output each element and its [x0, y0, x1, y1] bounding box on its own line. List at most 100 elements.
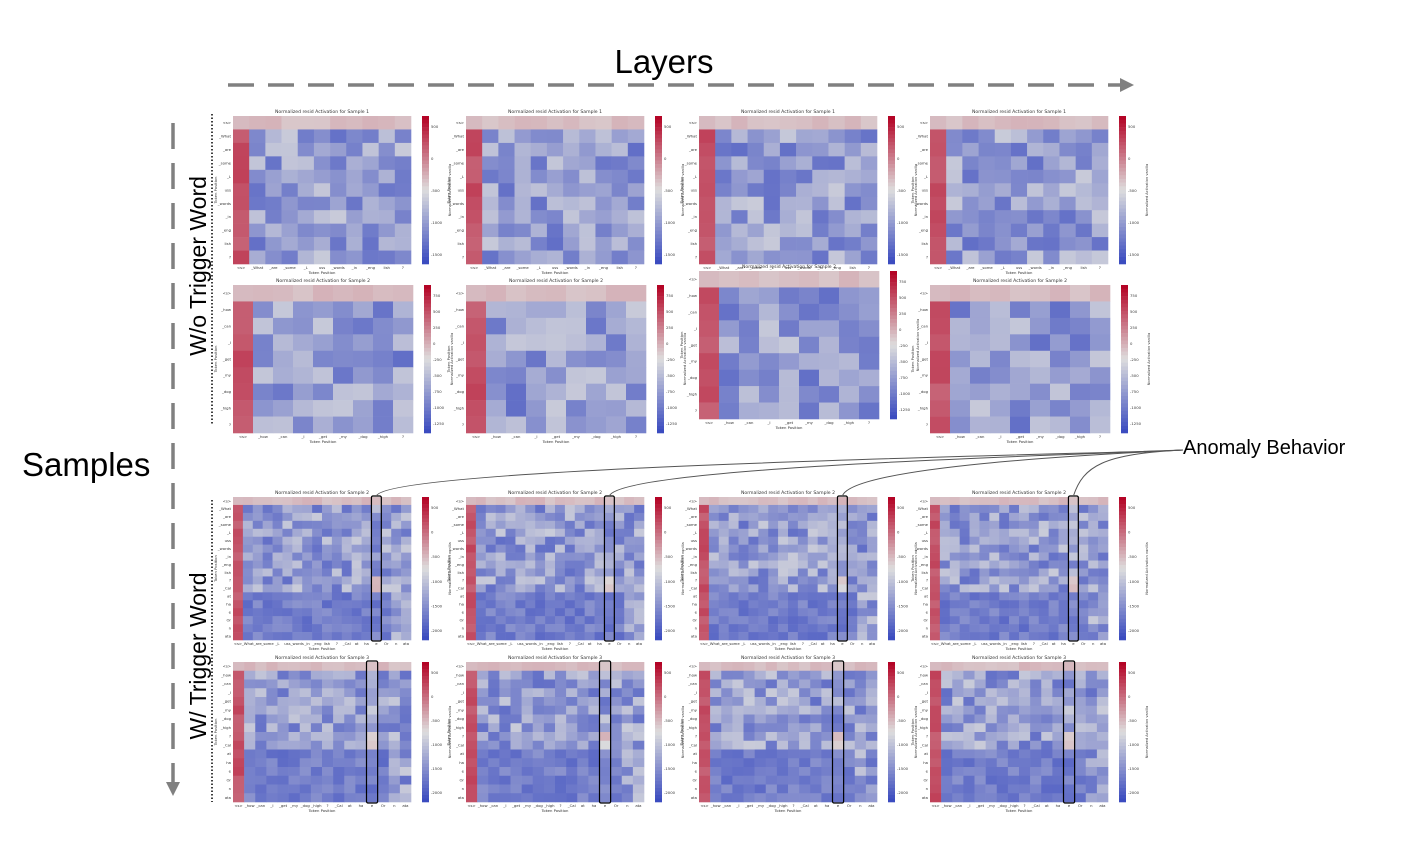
heatmap-cell — [302, 576, 313, 585]
heatmap-cell — [832, 749, 844, 759]
colorbar-segment — [655, 164, 662, 169]
colorbar-segment — [424, 347, 431, 352]
heatmap-cell — [939, 552, 951, 561]
colorbar-segment — [422, 579, 429, 584]
heatmap-cell — [577, 688, 589, 698]
heatmap-cell — [797, 624, 809, 633]
x-tick-label: ha — [830, 641, 835, 646]
heatmap-cell — [506, 383, 527, 401]
heatmap-cell — [244, 793, 256, 803]
heatmap-cell — [1019, 705, 1031, 715]
heatmap-cell — [776, 732, 789, 742]
x-tick-label: <s> — [936, 434, 944, 439]
heatmap-cell — [621, 749, 634, 759]
x-tick-label: _are — [501, 265, 511, 270]
heatmap-cell — [1091, 156, 1109, 171]
heatmap-cell — [1085, 670, 1098, 680]
heatmap-cell — [721, 670, 733, 680]
heatmap-cell — [543, 775, 556, 785]
colorbar-segment — [422, 711, 429, 715]
heatmap-cell — [313, 383, 334, 401]
heatmap-cell — [361, 616, 372, 625]
heatmap-cell — [768, 552, 779, 561]
heatmap-cell — [847, 608, 858, 617]
y-tick-label: _I — [924, 690, 928, 695]
heatmap-cell — [867, 624, 878, 633]
colorbar-segment — [888, 749, 895, 754]
colorbar-tick-label: -500 — [897, 718, 906, 723]
heatmap-cell — [252, 608, 263, 617]
heatmap-cell — [288, 697, 301, 707]
x-tick-label: uss — [785, 265, 791, 270]
heatmap-cell — [393, 285, 414, 302]
y-tick-label: Or — [923, 617, 928, 622]
heatmap-cell — [1009, 616, 1020, 625]
heatmap-cell — [763, 250, 781, 265]
heatmap-cell — [399, 749, 412, 759]
heatmap-cell — [371, 552, 382, 561]
heatmap-cell — [1009, 632, 1020, 641]
heatmap-cell — [763, 156, 781, 171]
heatmap-cell — [1098, 544, 1109, 553]
y-axis-label: Token Position — [446, 718, 451, 746]
heatmap-cell — [812, 156, 829, 171]
heatmap-cell — [779, 353, 800, 370]
heatmap-cell — [810, 740, 822, 750]
colorbar-segment — [657, 318, 664, 323]
heatmap-cell — [606, 400, 627, 417]
heatmap-cell — [371, 576, 382, 585]
heatmap-cell — [747, 196, 765, 211]
heatmap-cell — [377, 784, 390, 794]
heatmap-cell — [819, 369, 840, 387]
heatmap-cell — [634, 608, 645, 617]
heatmap-cell — [1059, 223, 1076, 238]
heatmap-cell — [310, 714, 323, 724]
y-tick-label: _in — [922, 554, 929, 559]
y-tick-label: _get — [919, 356, 929, 361]
heatmap-cell — [532, 679, 545, 689]
heatmap-cell — [788, 775, 800, 785]
heatmap-cell — [594, 504, 605, 514]
heatmap-cell — [843, 723, 856, 733]
colorbar-segment — [888, 514, 895, 519]
heatmap-cell — [979, 632, 990, 641]
colorbar-segment — [422, 625, 429, 630]
heatmap-cell — [574, 616, 585, 625]
heatmap-cell — [545, 616, 556, 625]
heatmap-cell — [837, 632, 848, 641]
heatmap-cell — [949, 592, 960, 601]
x-axis-label: Token Position — [1006, 439, 1034, 444]
heatmap-cell — [788, 544, 799, 553]
colorbar-tick-label: 750 — [899, 279, 907, 284]
heatmap-cell — [854, 679, 867, 689]
heatmap-cell — [1030, 367, 1051, 384]
x-tick-label: ? — [560, 803, 562, 808]
x-tick-label: _dog — [1054, 434, 1065, 439]
heatmap-cell — [505, 616, 516, 625]
heatmap-cell — [939, 536, 951, 545]
heatmap-cell — [930, 758, 942, 768]
heatmap-cell — [1075, 223, 1093, 238]
heatmap-cell — [817, 497, 828, 506]
colorbar-segment — [1119, 568, 1126, 573]
y-tick-label: _my — [222, 373, 232, 378]
x-tick-label: _are — [950, 641, 960, 646]
heatmap-cell — [797, 600, 809, 609]
heatmap-cell — [721, 714, 733, 724]
heatmap-cell — [466, 536, 477, 545]
y-tick-label: _in — [691, 554, 698, 559]
heatmap-cell — [361, 632, 372, 641]
heatmap-cell — [759, 303, 780, 321]
heatmap-cell — [962, 237, 979, 251]
colorbar-segment — [657, 307, 664, 312]
heatmap-cell — [292, 497, 303, 506]
heatmap-cell — [708, 600, 720, 609]
colorbar-tick-label: 500 — [899, 295, 907, 300]
heatmap-cell — [728, 552, 739, 561]
heatmap-cell — [611, 196, 629, 211]
heatmap-cell — [499, 775, 511, 785]
heatmap-cell — [1043, 129, 1060, 144]
heatmap-cell — [807, 584, 818, 593]
colorbar-segment — [888, 511, 895, 516]
heatmap-cell — [1043, 156, 1060, 171]
